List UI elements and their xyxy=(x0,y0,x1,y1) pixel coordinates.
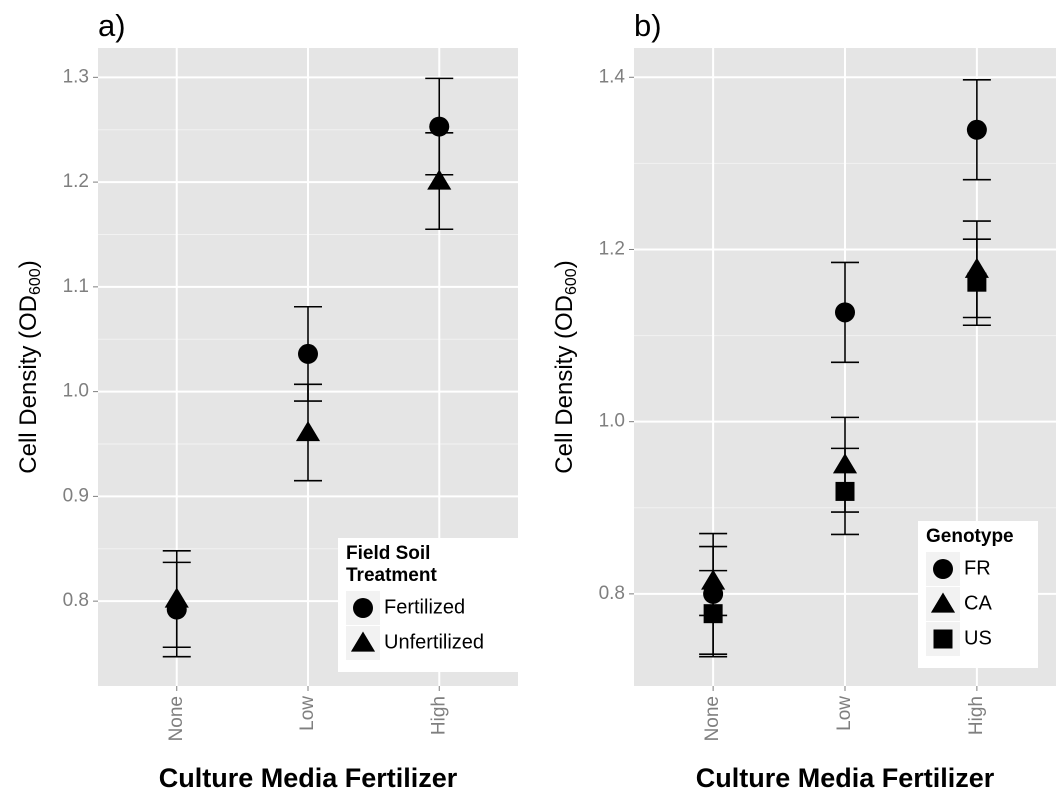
point xyxy=(427,169,452,190)
y-tick-label: 1.0 xyxy=(63,381,89,402)
y-axis-title: Cell Density (OD600) xyxy=(551,260,580,473)
point xyxy=(298,343,318,364)
panel-label: a) xyxy=(98,8,126,43)
y-tick-label: 1.1 xyxy=(63,276,89,297)
point xyxy=(835,481,855,501)
legend-title: Field Soil xyxy=(346,543,430,564)
y-tick-label: 1.4 xyxy=(599,66,626,87)
point xyxy=(295,420,321,442)
point xyxy=(967,272,987,292)
point xyxy=(966,119,987,140)
legend-title: Genotype xyxy=(926,526,1014,547)
x-tick-label: None xyxy=(702,696,723,741)
x-tick-label: High xyxy=(428,696,449,735)
point xyxy=(933,559,953,579)
panel-label: b) xyxy=(634,8,662,43)
y-tick-label: 1.0 xyxy=(599,411,625,432)
point xyxy=(703,604,723,624)
point xyxy=(930,592,956,613)
legend: Genotype FR CA US xyxy=(918,521,1038,668)
point xyxy=(933,629,953,649)
y-axis-title-sub: 600 xyxy=(27,268,44,295)
legend-title: Treatment xyxy=(346,565,437,586)
y-tick-label: 1.3 xyxy=(63,66,89,87)
legend-label: FR xyxy=(964,557,991,579)
point xyxy=(164,587,189,608)
y-axis-title-sub: 600 xyxy=(563,268,580,295)
legend-label: US xyxy=(964,627,992,649)
y-tick-label: 1.2 xyxy=(599,238,625,259)
x-tick-label: High xyxy=(966,696,987,735)
point xyxy=(429,116,450,137)
y-axis-title-main: Cell Density (OD xyxy=(15,295,42,474)
y-axis-title-main: Cell Density (OD xyxy=(551,295,578,474)
x-tick-label: Low xyxy=(297,696,318,731)
point xyxy=(353,598,373,618)
legend-label: Unfertilized xyxy=(384,631,484,653)
point xyxy=(832,453,858,474)
point xyxy=(835,302,855,323)
y-axis-title-close: ) xyxy=(15,260,42,268)
point xyxy=(350,631,376,652)
x-tick-label: Low xyxy=(834,696,855,731)
x-axis-title: Culture Media Fertilizer xyxy=(696,763,995,793)
y-tick-label: 0.9 xyxy=(63,485,89,506)
y-tick-label: 0.8 xyxy=(63,590,89,611)
legend-label: CA xyxy=(964,592,992,614)
x-tick-label: None xyxy=(166,696,187,741)
x-axis-title: Culture Media Fertilizer xyxy=(159,763,458,793)
point xyxy=(701,569,726,590)
y-tick-label: 1.2 xyxy=(63,171,89,192)
y-axis-title-close: ) xyxy=(551,260,578,268)
legend-label: Fertilized xyxy=(384,596,465,618)
y-tick-label: 0.8 xyxy=(599,583,625,604)
y-axis-title: Cell Density (OD600) xyxy=(15,260,44,473)
